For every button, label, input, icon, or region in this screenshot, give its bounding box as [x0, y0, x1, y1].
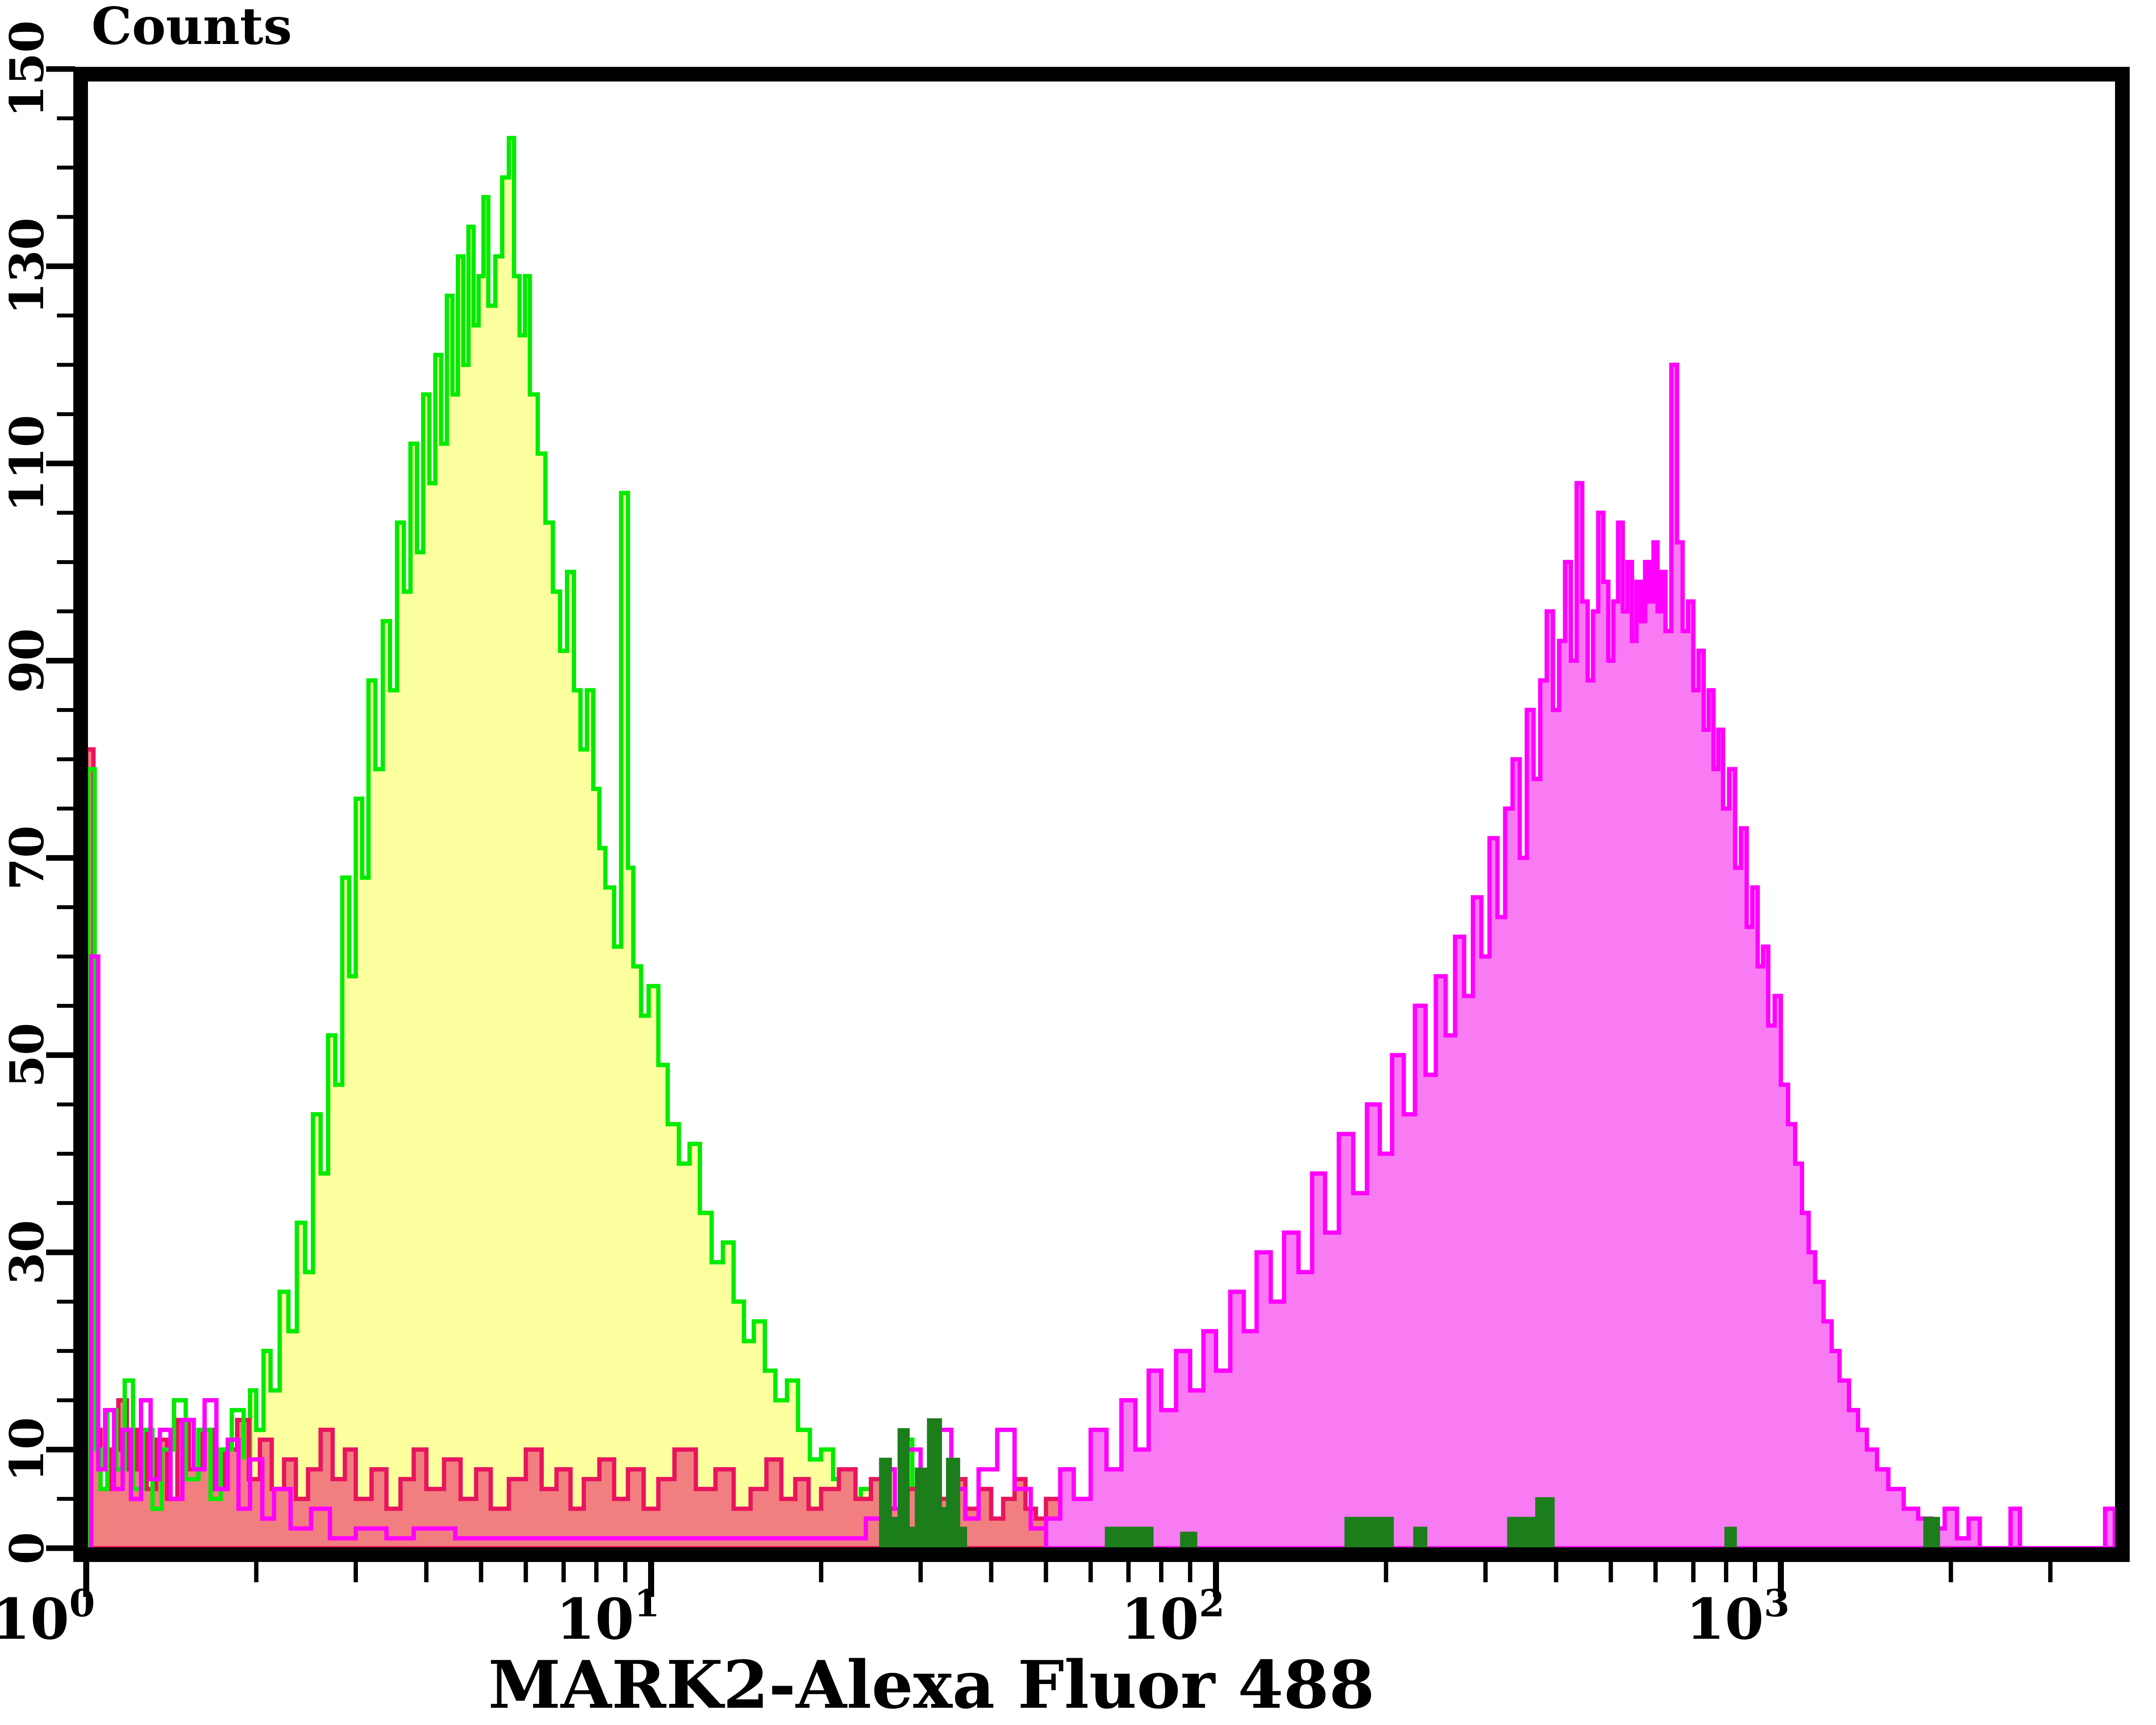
y-tick-label: 90 — [0, 628, 54, 693]
y-tick-label: 0 — [0, 1532, 54, 1564]
x-decade-label: 101 — [556, 1582, 660, 1652]
y-axis-title: Counts — [91, 0, 292, 56]
y-tick-label: 30 — [0, 1220, 54, 1285]
axis-layer: 0 10 30 50 70 90 110 130 150 100 101 102 103 — [0, 20, 2130, 1652]
x-axis-title: MARK2-Alexa Fluor 488 — [488, 1646, 1375, 1723]
plot-frame — [73, 67, 2130, 1562]
y-tick-label: 10 — [0, 1417, 54, 1482]
y-tick-label: 70 — [0, 825, 54, 890]
x-decade-label: 103 — [1686, 1582, 1790, 1652]
y-tick-label: 110 — [0, 415, 54, 512]
green-negative-histogram — [241, 136, 981, 1550]
x-decade-label: 100 — [0, 1582, 95, 1652]
magenta-positive-histogram — [1044, 363, 2117, 1550]
x-decade-label: 102 — [1121, 1582, 1225, 1652]
y-tick-label: 50 — [0, 1023, 54, 1088]
y-tick-label: 150 — [0, 20, 54, 117]
histogram-series-layer — [84, 136, 2117, 1550]
y-tick-label: 130 — [0, 218, 54, 315]
dark-green-baseline-segments — [879, 1418, 1940, 1550]
